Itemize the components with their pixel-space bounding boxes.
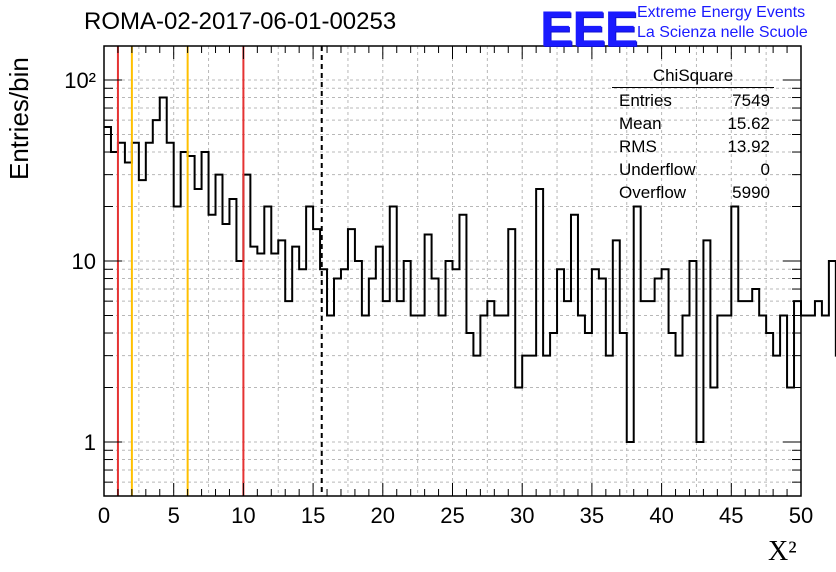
x-axis-label: X² xyxy=(768,536,797,567)
stats-key: Entries xyxy=(619,91,672,110)
y-axis-label: Entries/bin xyxy=(4,57,34,180)
stats-row-overflow: Overflow 5990 xyxy=(608,183,778,206)
stats-row-rms: RMS 13.92 xyxy=(608,137,778,160)
stats-key: RMS xyxy=(619,137,657,156)
stats-value: 5990 xyxy=(732,183,770,202)
y-tick-label: 10 xyxy=(72,249,96,274)
x-tick-label: 30 xyxy=(510,503,534,528)
stats-key: Overflow xyxy=(619,183,687,202)
y-tick-label: 10² xyxy=(64,68,96,93)
stats-row-underflow: Underflow 0 xyxy=(608,160,778,183)
stats-key: Mean xyxy=(619,114,662,133)
chart-title: ROMA-02-2017-06-01-00253 xyxy=(84,8,397,35)
y-tick-label: 1 xyxy=(84,430,96,455)
stats-value: 13.92 xyxy=(727,137,770,156)
stats-box: ChiSquare Entries 7549 Mean 15.62 RMS 13.92… xyxy=(608,66,778,206)
x-tick-label: 10 xyxy=(231,503,255,528)
x-tick-label: 40 xyxy=(649,503,673,528)
x-tick-label: 25 xyxy=(440,503,464,528)
x-tick-label: 5 xyxy=(168,503,180,528)
stats-row-mean: Mean 15.62 xyxy=(608,114,778,137)
stats-header: ChiSquare xyxy=(612,66,774,88)
histogram-series xyxy=(104,96,836,443)
x-tick-label: 45 xyxy=(719,503,743,528)
stats-key: Underflow xyxy=(619,160,696,179)
x-tick-label: 20 xyxy=(371,503,395,528)
stats-row-entries: Entries 7549 xyxy=(608,91,778,114)
x-tick-label: 15 xyxy=(301,503,325,528)
eee-logo-mark: EEE xyxy=(540,1,638,57)
stats-value: 7549 xyxy=(732,91,770,110)
stats-value: 15.62 xyxy=(727,114,770,133)
x-tick-label: 0 xyxy=(98,503,110,528)
logo-line-2: La Scienza nelle Scuole xyxy=(637,24,808,41)
stats-value: 0 xyxy=(760,160,770,179)
x-tick-label: 50 xyxy=(789,503,813,528)
x-tick-label: 35 xyxy=(580,503,604,528)
logo-line-1: Extreme Energy Events xyxy=(637,4,806,21)
